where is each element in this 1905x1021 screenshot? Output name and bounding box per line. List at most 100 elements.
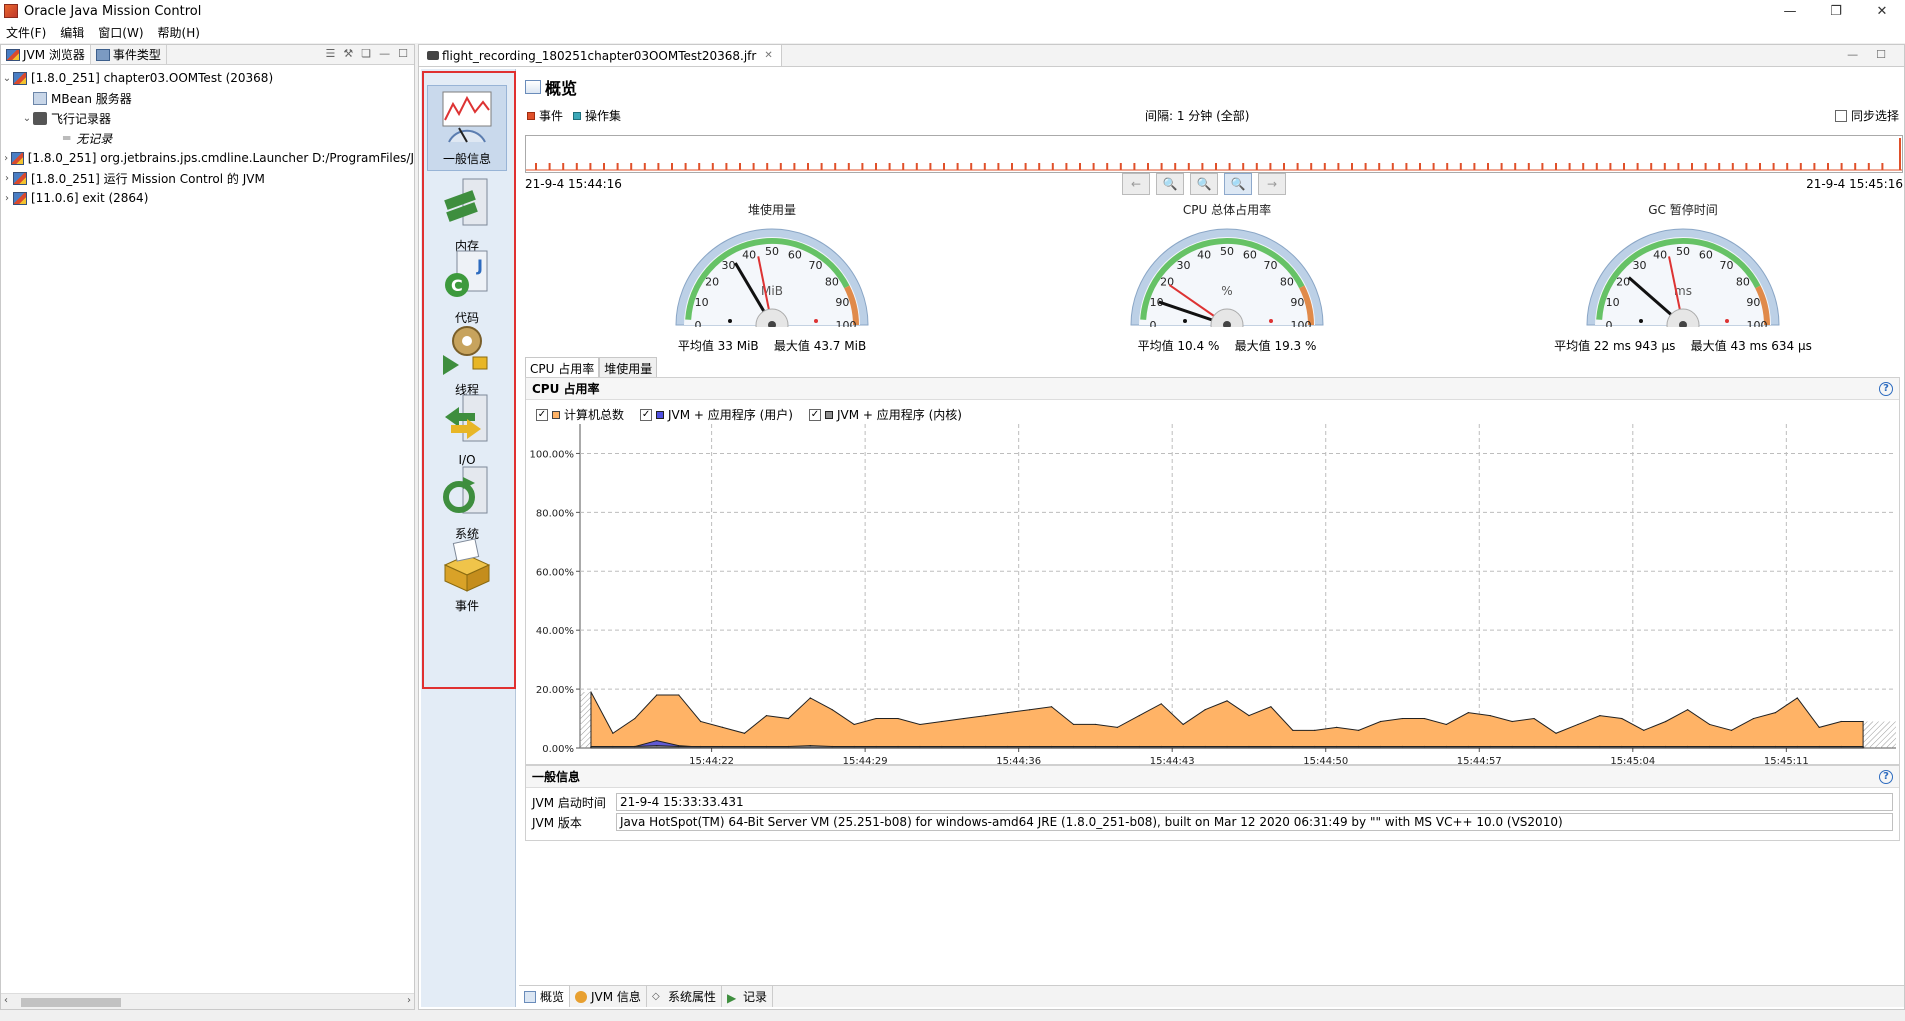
tree-item-launcher[interactable]: › [1.8.0_251] org.jetbrains.jps.cmdline.… [1, 148, 414, 168]
data-point [919, 723, 921, 726]
recording-tab-icon: ▶ [726, 990, 737, 1005]
tab-system-properties[interactable]: ◇ 系统属性 [647, 986, 722, 1007]
data-point [1182, 723, 1184, 726]
minimize-editor-icon[interactable]: — [1847, 48, 1859, 61]
tab-flight-recording-label: flight_recording_180251chapter03OOMTest2… [442, 48, 757, 63]
nav-general[interactable]: 一般信息 [427, 85, 507, 171]
data-point [1577, 723, 1579, 726]
tab-cpu-usage[interactable]: CPU 占用率 [525, 357, 600, 377]
nav-system[interactable]: 系统 [427, 461, 507, 547]
tree-item-mbean[interactable]: MBean 服务器 [1, 88, 414, 108]
maximize-view-icon[interactable]: ☐ [398, 47, 408, 60]
menu-file[interactable]: 文件(F) [6, 26, 47, 40]
tab-heap-usage[interactable]: 堆使用量 [599, 357, 658, 377]
nav-code[interactable]: J C 代码 [427, 245, 507, 331]
gauge-tick-label: 70 [1719, 259, 1733, 272]
gauge-tick-label: 100 [836, 319, 857, 327]
tree-item-no-recording[interactable]: ═ 无记录 [1, 128, 414, 148]
horizontal-scrollbar[interactable]: ‹ › [1, 993, 414, 1009]
collapse-arrow-icon[interactable]: › [5, 192, 9, 204]
event-types-icon [95, 48, 110, 61]
menu-help[interactable]: 帮助(H) [157, 26, 200, 40]
data-point [1708, 723, 1711, 726]
legend-checkbox[interactable]: ✓ [640, 408, 653, 421]
collapse-arrow-icon[interactable]: › [4, 152, 9, 164]
info-key: JVM 启动时间 [532, 795, 606, 810]
collapse-arrow-icon[interactable]: › [5, 172, 9, 184]
data-point [612, 732, 614, 734]
tab-event-types-label: 事件类型 [112, 48, 161, 62]
tree-item-mission-control-jvm[interactable]: › [1.8.0_251] 运行 Mission Control 的 JVM [1, 168, 414, 188]
gauge-tick-label: 50 [1676, 245, 1690, 258]
section-title: 一般信息 [532, 770, 581, 784]
cpu-usage-chart[interactable]: 0.00% 20.00% 40.00% 60.00% 80.00% 100.00% 15:4… [526, 422, 1898, 772]
info-value[interactable]: 21-9-4 15:33:33.431 [616, 793, 1893, 811]
help-icon[interactable]: ? [1879, 770, 1893, 784]
overview-content: 概览 事件 操作集 间隔: 1 分钟 (全部) 同步选择 21-9-4 15:4… [519, 69, 1904, 983]
menu-window[interactable]: 窗口(W) [98, 26, 144, 40]
gauge-unit: % [1221, 284, 1232, 298]
gauge-avg-marker [728, 319, 732, 323]
sync-selection-checkbox[interactable] [1834, 109, 1847, 122]
menu-edit[interactable]: 编辑 [60, 26, 85, 40]
legend-kernel[interactable]: ✓ JVM + 应用程序 (内核) [808, 406, 962, 423]
minimize-view-icon[interactable]: — [379, 47, 391, 60]
gauge-tick-label: 90 [1290, 296, 1304, 309]
close-tab-icon[interactable]: ✕ [764, 50, 773, 61]
timeline-event-marks [526, 138, 1902, 171]
gauge-hub [1666, 308, 1700, 327]
tab-event-types[interactable]: 事件类型 [91, 45, 167, 64]
tab-jvm-browser[interactable]: JVM 浏览器 [1, 45, 91, 64]
new-connection-icon[interactable]: ❏ [361, 47, 372, 60]
minimize-button[interactable]: — [1783, 3, 1797, 19]
data-point [1467, 745, 1469, 748]
legend-total[interactable]: ✓ 计算机总数 [536, 406, 624, 423]
y-tick-label: 60.00% [536, 567, 574, 578]
gauge-green-band [1596, 238, 1761, 320]
data-point [1599, 745, 1601, 748]
jvm-icon [11, 151, 24, 165]
scrollbar-thumb[interactable] [21, 998, 121, 1007]
timeline-range-bar[interactable] [525, 135, 1903, 173]
legend-user[interactable]: ✓ JVM + 应用程序 (用户) [640, 406, 793, 423]
legend-checkbox[interactable]: ✓ [808, 408, 821, 421]
tab-jvm-info[interactable]: JVM 信息 [570, 986, 647, 1007]
scroll-left-icon[interactable]: ‹ [4, 995, 8, 1006]
restore-button[interactable]: ❐ [1830, 3, 1842, 19]
maximize-editor-icon[interactable]: ☐ [1876, 48, 1886, 61]
zoom-fit-button[interactable]: 🔍 [1224, 173, 1252, 195]
tab-overview[interactable]: 概览 [519, 986, 571, 1007]
scroll-right-button[interactable]: → [1258, 173, 1286, 195]
data-point [743, 732, 746, 734]
gc-pause-gauge: GC 暂停时间 0 10 20 30 40 50 60 70 80 90 100 ms 平均值 22 … [1553, 201, 1813, 353]
zoom-in-button[interactable]: 🔍 [1190, 173, 1218, 195]
zoom-out-button[interactable]: 🔍 [1156, 173, 1184, 195]
info-row-jvm-start: JVM 启动时间 21-9-4 15:33:33.431 [526, 792, 1899, 812]
gauge-max: 最大值 19.3 % [1234, 339, 1317, 353]
help-icon[interactable]: ? [1879, 382, 1893, 396]
tree-item-flight-recorder[interactable]: ⌄ 飞行记录器 [1, 108, 414, 128]
nav-memory[interactable]: 内存 [427, 173, 507, 259]
connect-icon[interactable]: ⚒ [343, 47, 354, 60]
expand-arrow-icon[interactable]: ⌄ [22, 112, 32, 124]
tree-layout-icon[interactable]: ☰ [325, 47, 336, 60]
nav-io[interactable]: I/O [427, 389, 507, 475]
tab-flight-recording[interactable]: flight_recording_180251chapter03OOMTest2… [419, 45, 782, 66]
gauge-avg: 平均值 33 MiB [677, 339, 759, 353]
gauge-face [684, 237, 860, 325]
sync-selection[interactable]: 同步选择 [1834, 107, 1899, 124]
legend-checkbox[interactable]: ✓ [536, 408, 548, 421]
scroll-right-icon[interactable]: › [407, 995, 411, 1006]
nav-threads[interactable]: 线程 [427, 317, 507, 403]
nav-events[interactable]: 事件 [427, 533, 507, 619]
expand-arrow-icon[interactable]: ⌄ [2, 72, 12, 84]
scroll-left-button[interactable]: ← [1122, 173, 1150, 195]
tree-item-exit[interactable]: › [11.0.6] exit (2864) [1, 188, 414, 208]
data-point [1072, 745, 1075, 748]
tree-item-oomtest[interactable]: ⌄ [1.8.0_251] chapter03.OOMTest (20368) [1, 68, 414, 88]
data-point [787, 745, 789, 748]
info-value[interactable]: Java HotSpot(TM) 64-Bit Server VM (25.25… [616, 813, 1893, 831]
data-point [743, 745, 746, 748]
close-button[interactable]: ✕ [1876, 3, 1888, 19]
tab-recording[interactable]: ▶ 记录 [722, 986, 773, 1007]
